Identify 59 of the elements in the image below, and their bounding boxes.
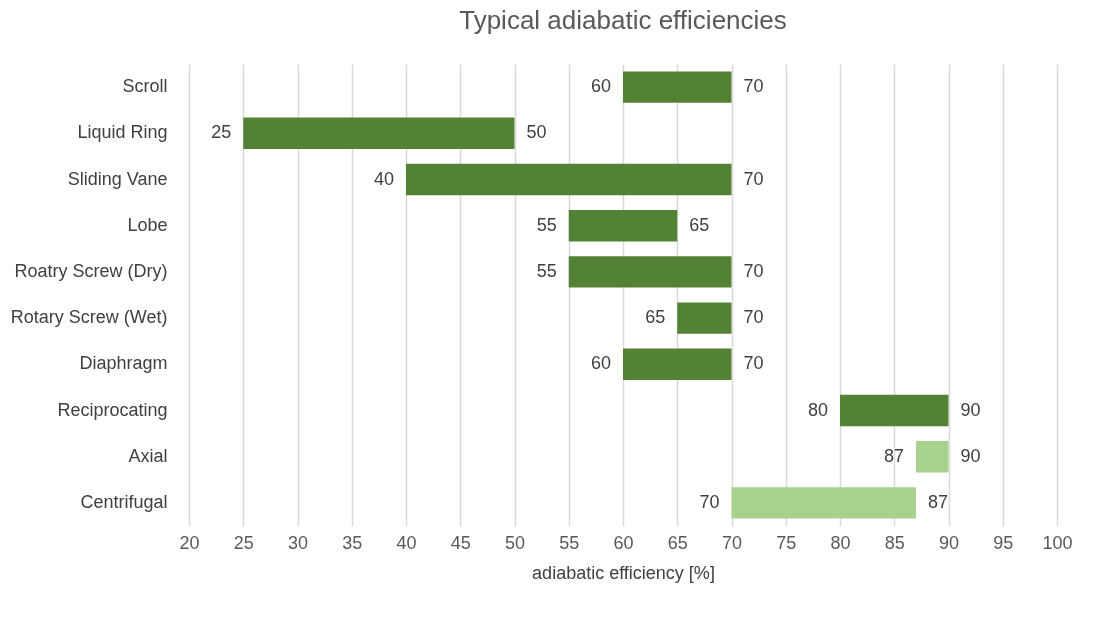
x-tick-label: 25	[233, 532, 254, 553]
x-tick-label: 90	[938, 532, 960, 553]
x-tick-label: 55	[559, 532, 580, 553]
bar	[568, 209, 678, 242]
annotation: 65	[689, 214, 710, 235]
x-axis-title: adiabatic efficiency [%]	[532, 562, 715, 583]
annotation: 60	[590, 76, 611, 97]
bar	[243, 117, 515, 150]
y-tick-label: Roatry Screw (Dry)	[14, 260, 168, 281]
annotation: 70	[743, 353, 764, 374]
annotation: 70	[699, 491, 720, 512]
bar	[406, 163, 732, 196]
x-tick-label: 75	[776, 532, 797, 553]
annotation: 50	[526, 122, 547, 143]
bar	[623, 71, 732, 103]
x-tick-label: 95	[993, 532, 1014, 553]
x-tick-label: 50	[504, 532, 526, 553]
annotation: 60	[590, 353, 611, 374]
y-tick-label: Scroll	[122, 76, 168, 97]
bar	[623, 348, 732, 381]
annotation: 25	[211, 122, 232, 143]
x-tick-label: 80	[830, 532, 851, 553]
y-tick-label: Liquid Ring	[77, 122, 168, 143]
annotation: 70	[743, 76, 764, 97]
x-tick-label: 100	[1042, 532, 1073, 553]
annotation: 87	[883, 445, 904, 466]
y-tick-label: Sliding Vane	[67, 168, 168, 189]
annotation: 70	[743, 168, 764, 189]
bar	[840, 394, 949, 427]
annotation: 55	[536, 214, 557, 235]
annotation: 87	[927, 491, 948, 512]
annotation: 90	[960, 399, 981, 420]
annotation: 55	[536, 260, 557, 281]
bar	[568, 256, 732, 288]
annotation: 80	[807, 399, 828, 420]
bar	[731, 487, 916, 519]
x-tick-label: 35	[342, 532, 363, 553]
chart-title: Typical adiabatic efficiencies	[459, 5, 787, 35]
x-tick-label: 85	[884, 532, 905, 553]
x-tick-label: 70	[721, 532, 743, 553]
bar	[677, 302, 732, 334]
y-tick-label: Rotary Screw (Wet)	[10, 307, 168, 328]
annotation: 65	[645, 307, 666, 328]
x-tick-label: 40	[396, 532, 417, 553]
x-tick-label: 60	[613, 532, 634, 553]
y-tick-label: Lobe	[127, 214, 168, 235]
bar	[915, 440, 949, 473]
annotation: 40	[373, 168, 394, 189]
x-tick-label: 30	[287, 532, 309, 553]
x-tick-label: 65	[667, 532, 688, 553]
x-tick-label: 20	[179, 532, 200, 553]
y-tick-label: Centrifugal	[80, 491, 168, 512]
y-tick-label: Reciprocating	[57, 399, 168, 420]
annotation: 70	[743, 260, 764, 281]
annotation: 70	[743, 307, 764, 328]
y-tick-label: Diaphragm	[79, 353, 168, 374]
y-tick-label: Axial	[128, 445, 168, 466]
x-tick-label: 45	[450, 532, 471, 553]
annotation: 90	[960, 445, 981, 466]
